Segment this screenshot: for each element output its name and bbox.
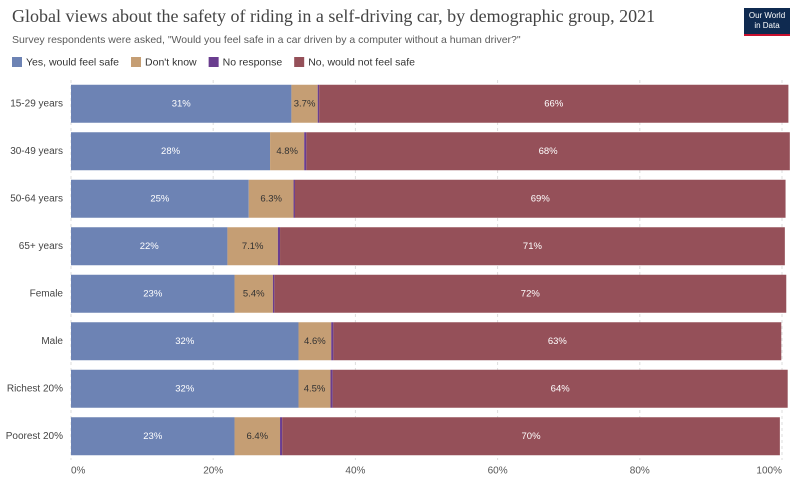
legend-swatch [12, 57, 22, 67]
y-tick-label: 15-29 years [10, 98, 63, 109]
logo-stripe [744, 34, 790, 36]
bar-segment [71, 369, 299, 408]
bar-segment [234, 417, 281, 456]
chart-title: Global views about the safety of riding … [12, 6, 655, 26]
value-label: 68% [539, 146, 559, 157]
value-label: 4.8% [276, 146, 298, 157]
value-label: 31% [172, 98, 192, 109]
value-label: 64% [551, 383, 571, 394]
x-tick-label: 60% [488, 466, 508, 477]
y-tick-label: Female [30, 288, 64, 299]
value-label: 32% [175, 383, 195, 394]
bar-segment [71, 274, 235, 313]
bar-segment [317, 84, 320, 123]
value-label: 22% [140, 241, 160, 252]
value-label: 6.4% [246, 431, 268, 442]
bar-segment [294, 179, 786, 218]
logo-text: in Data [754, 21, 780, 30]
bar-segment [333, 322, 782, 361]
logo-box [744, 8, 790, 36]
y-tick-label: 65+ years [19, 241, 63, 252]
bar-segment [298, 369, 331, 408]
logo-text: Our World [749, 11, 785, 20]
bar-segment [331, 322, 334, 361]
bar-segment [280, 417, 283, 456]
value-label: 32% [175, 336, 195, 347]
bar-segment [291, 84, 318, 123]
bar-segment [272, 274, 275, 313]
bar-segment [319, 84, 789, 123]
bar-segment [234, 274, 273, 313]
bar-segment [293, 179, 295, 218]
bar-segment [298, 322, 332, 361]
legend-label: Yes, would feel safe [26, 56, 119, 68]
y-tick-label: Richest 20% [7, 383, 63, 394]
bar-segment [71, 227, 228, 266]
legend-swatch [208, 57, 219, 67]
x-tick-label: 100% [756, 466, 782, 477]
bar-segment [280, 227, 785, 266]
x-tick-label: 20% [203, 466, 223, 477]
value-label: 4.5% [304, 383, 326, 394]
value-label: 70% [522, 431, 542, 442]
y-tick-label: Male [41, 336, 63, 347]
bar-segment [71, 417, 235, 456]
x-tick-label: 0% [71, 466, 86, 477]
value-label: 63% [548, 336, 568, 347]
value-label: 23% [143, 431, 163, 442]
x-tick-label: 40% [345, 466, 365, 477]
chart-subtitle: Survey respondents were asked, "Would yo… [12, 34, 521, 46]
value-label: 3.7% [294, 98, 316, 109]
legend-swatch [294, 57, 305, 67]
value-label: 69% [531, 193, 551, 204]
y-tick-label: Poorest 20% [6, 431, 63, 442]
value-label: 4.6% [304, 336, 326, 347]
y-tick-label: 30-49 years [10, 146, 63, 157]
legend-label: No response [223, 56, 283, 68]
legend-label: No, would not feel safe [308, 56, 415, 68]
bar-segment [274, 274, 787, 313]
bar-segment [332, 369, 788, 408]
legend-label: Don't know [145, 56, 197, 68]
value-label: 5.4% [243, 288, 265, 299]
value-label: 66% [544, 98, 564, 109]
value-label: 6.3% [260, 193, 282, 204]
bar-segment [71, 322, 299, 361]
bar-segment [270, 132, 305, 171]
bar-segment [71, 179, 249, 218]
value-label: 23% [143, 288, 163, 299]
bar-segment [227, 227, 278, 266]
bar-segment [330, 369, 333, 408]
bar-segment [71, 132, 271, 171]
value-label: 25% [150, 193, 170, 204]
bar-segment [71, 84, 292, 123]
value-label: 7.1% [242, 241, 264, 252]
bar-segment [248, 179, 294, 218]
bar-segment [304, 132, 307, 171]
legend-swatch [131, 57, 142, 67]
value-label: 28% [161, 146, 181, 157]
value-label: 71% [523, 241, 543, 252]
y-tick-label: 50-64 years [10, 193, 63, 204]
bar-segment [306, 132, 790, 171]
bar-segment [277, 227, 281, 266]
bar-segment [282, 417, 780, 456]
value-label: 72% [521, 288, 541, 299]
x-tick-label: 80% [630, 466, 650, 477]
